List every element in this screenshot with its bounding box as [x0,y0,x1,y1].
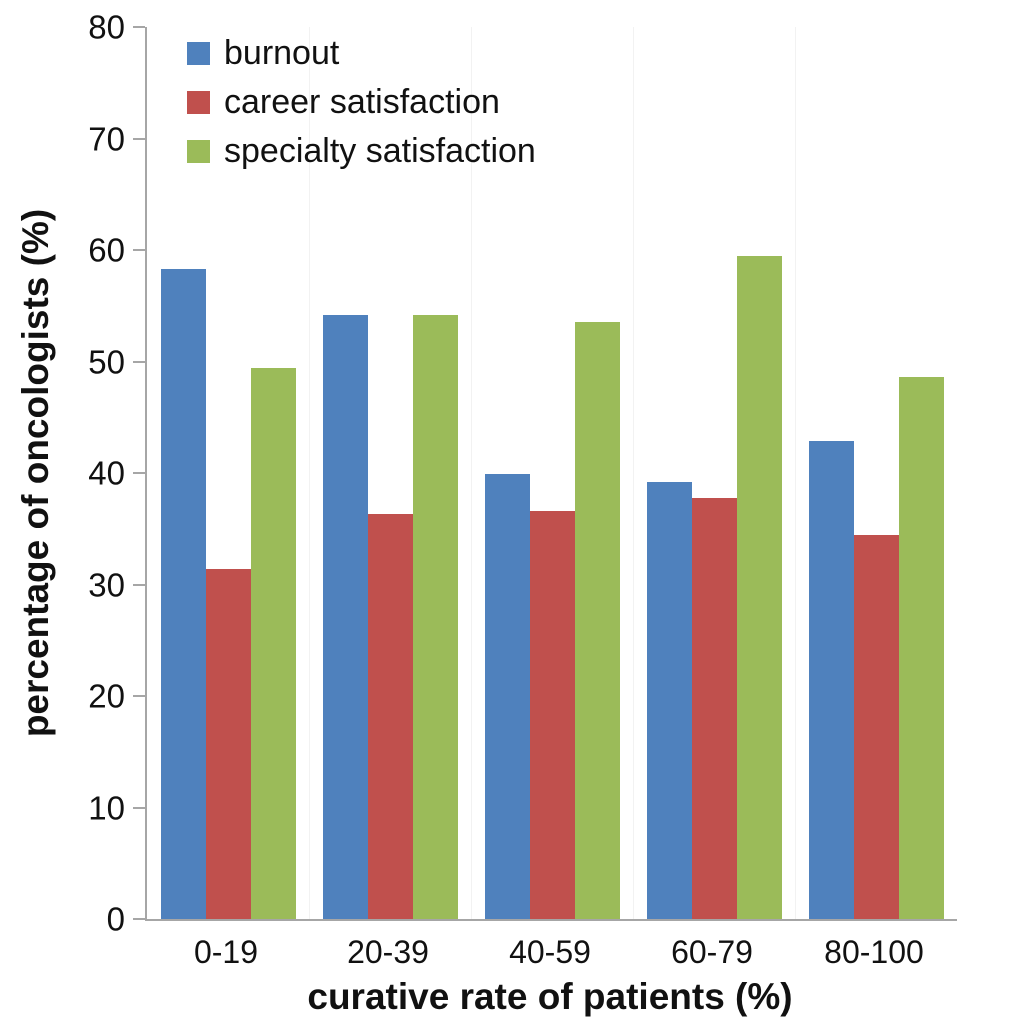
bar-specialty-satisfaction-80-100 [898,377,944,919]
legend-swatch-icon [187,139,210,163]
legend-label: burnout [224,34,340,72]
y-axis-tick-mark [133,695,145,697]
y-axis-tick-label: 60 [88,231,125,269]
x-axis-category-label: 40-59 [509,934,591,970]
y-axis-tick-label: 40 [88,454,125,492]
category-boundary-gridline [471,27,472,919]
y-axis-tick-mark [133,249,145,251]
y-axis-tick-mark [133,137,145,140]
category-boundary-gridline [309,27,310,919]
bar-group-20-39 [309,27,471,919]
bar-burnout-60-79 [646,481,692,919]
x-axis-category-labels: 0-19 20-39 40-59 60-79 80-100 [145,934,955,971]
bar-group-0-19 [147,27,309,919]
bar-career-satisfaction-20-39 [367,514,413,919]
y-axis-tick-mark [133,26,145,28]
legend-item-specialty-satisfaction: specialty satisfaction [187,133,536,169]
bar-burnout-20-39 [322,314,368,919]
bar-burnout-0-19 [160,268,206,919]
bar-career-satisfaction-80-100 [853,535,899,919]
y-axis-tick-label: 10 [88,789,125,826]
y-axis-tick-mark [133,583,145,586]
bar-group-60-79 [633,27,795,919]
legend-label: specialty satisfaction [224,132,536,170]
bar-specialty-satisfaction-60-79 [736,255,782,919]
bar-specialty-satisfaction-40-59 [574,322,620,919]
legend: burnout career satisfaction specialty sati… [187,35,536,169]
y-axis-tick-label: 50 [88,343,125,380]
y-axis-tick-label: 20 [88,677,125,715]
legend-swatch-icon [187,41,210,65]
bar-group-40-59 [471,27,633,919]
category-boundary-gridline [795,27,796,919]
y-axis-tick-mark [133,472,145,474]
bar-group-80-100 [795,27,957,919]
y-axis-tick-label: 0 [106,900,125,938]
x-axis-category-label: 0-19 [193,934,259,970]
legend-item-career-satisfaction: career satisfaction [187,84,536,120]
bar-career-satisfaction-40-59 [529,510,575,919]
bar-specialty-satisfaction-0-19 [250,368,296,919]
legend-item-burnout: burnout [187,35,536,71]
bar-burnout-80-100 [808,440,854,919]
y-axis-tick-mark [133,918,145,920]
x-axis-category-label: 80-100 [824,934,924,970]
y-axis-tick-mark [133,360,145,363]
y-axis-tick-label: 30 [88,566,125,603]
x-axis-category-label: 20-39 [347,934,429,970]
legend-label: career satisfaction [224,83,500,121]
x-axis-title: curative rate of patients (%) [307,976,793,1017]
category-boundary-gridline [633,27,634,919]
bar-burnout-40-59 [484,474,530,919]
bar-career-satisfaction-60-79 [691,497,737,919]
x-axis-category-label: 60-79 [671,934,753,970]
y-axis-title: percentage of oncologists (%) [15,208,56,738]
legend-swatch-icon [187,90,210,114]
bar-career-satisfaction-0-19 [205,568,251,919]
plot-area: 0 10 20 30 40 50 60 70 80 burnout career satisfac… [88,11,957,936]
y-axis-tick-label: 70 [88,120,125,157]
y-axis-tick-mark [133,806,145,809]
bar-specialty-satisfaction-20-39 [412,314,458,919]
y-axis-tick-label: 80 [88,8,125,46]
